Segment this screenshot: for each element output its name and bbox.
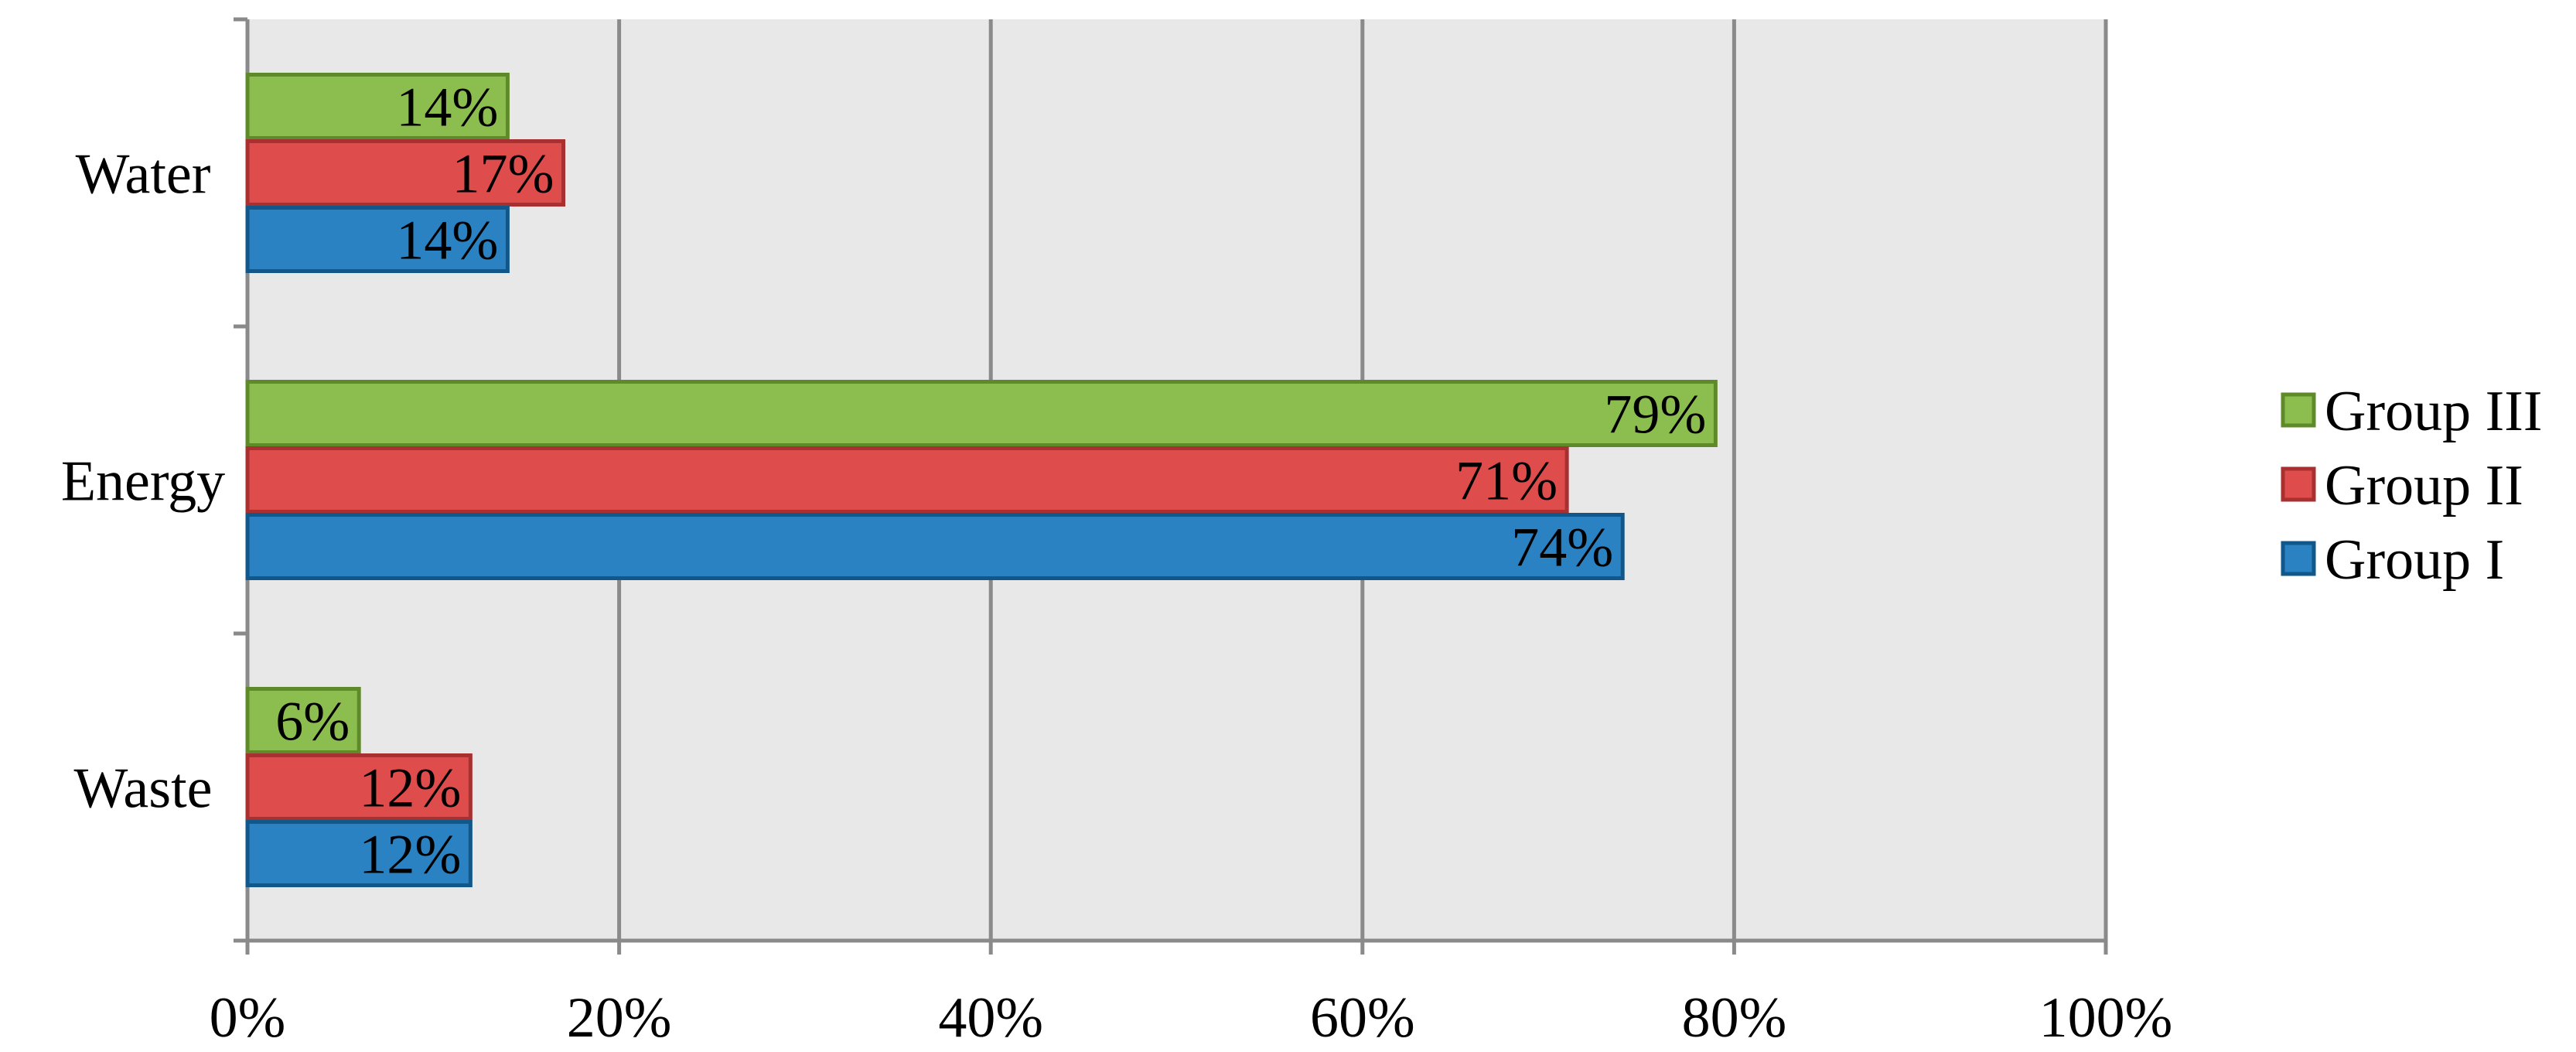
category-label: Water: [76, 143, 211, 207]
bar: [245, 687, 361, 754]
bar: [245, 753, 473, 821]
x-tick-label: 0%: [210, 986, 286, 1050]
category-labels: Water Energy Waste: [61, 143, 225, 821]
category-label: Waste: [74, 757, 213, 821]
bar: [245, 820, 473, 887]
bar-value-label: 14%: [396, 77, 498, 138]
bar-value-label: 71%: [1455, 450, 1558, 512]
legend-label: Group III: [2325, 380, 2543, 443]
legend-swatch: [2281, 466, 2316, 502]
bar: [245, 73, 510, 140]
legend-swatch: [2281, 541, 2316, 576]
bar-value-label: 12%: [359, 757, 461, 819]
x-tick-label: 40%: [938, 986, 1043, 1050]
bar-value-label: 6%: [275, 691, 350, 753]
bar: [245, 206, 510, 273]
legend-label: Group II: [2325, 454, 2523, 517]
bar-value-label: 12%: [359, 824, 461, 886]
bar: [245, 139, 566, 207]
bar-value-label: 79%: [1604, 384, 1706, 446]
bar: [245, 380, 1718, 447]
x-tick-label: 100%: [2039, 986, 2173, 1050]
bar-value-label: 14%: [396, 210, 498, 272]
legend-swatch: [2281, 392, 2316, 428]
x-tick-label: 20%: [567, 986, 672, 1050]
legend: Group III Group II Group I: [2281, 380, 2543, 592]
x-tick-label: 60%: [1310, 986, 1415, 1050]
bar-labels: 14%17%14%79%71%74%6%12%12%: [275, 77, 1706, 886]
x-tick-label: 80%: [1682, 986, 1787, 1050]
bar-value-label: 17%: [452, 143, 554, 205]
legend-label: Group I: [2325, 528, 2504, 592]
category-label: Energy: [61, 450, 225, 514]
bar: [245, 513, 1625, 580]
bars: [245, 73, 1718, 887]
bar: [245, 446, 1569, 514]
x-tick-labels: 0% 20% 40% 60% 80% 100%: [210, 986, 2173, 1050]
bar-value-label: 74%: [1511, 517, 1613, 579]
